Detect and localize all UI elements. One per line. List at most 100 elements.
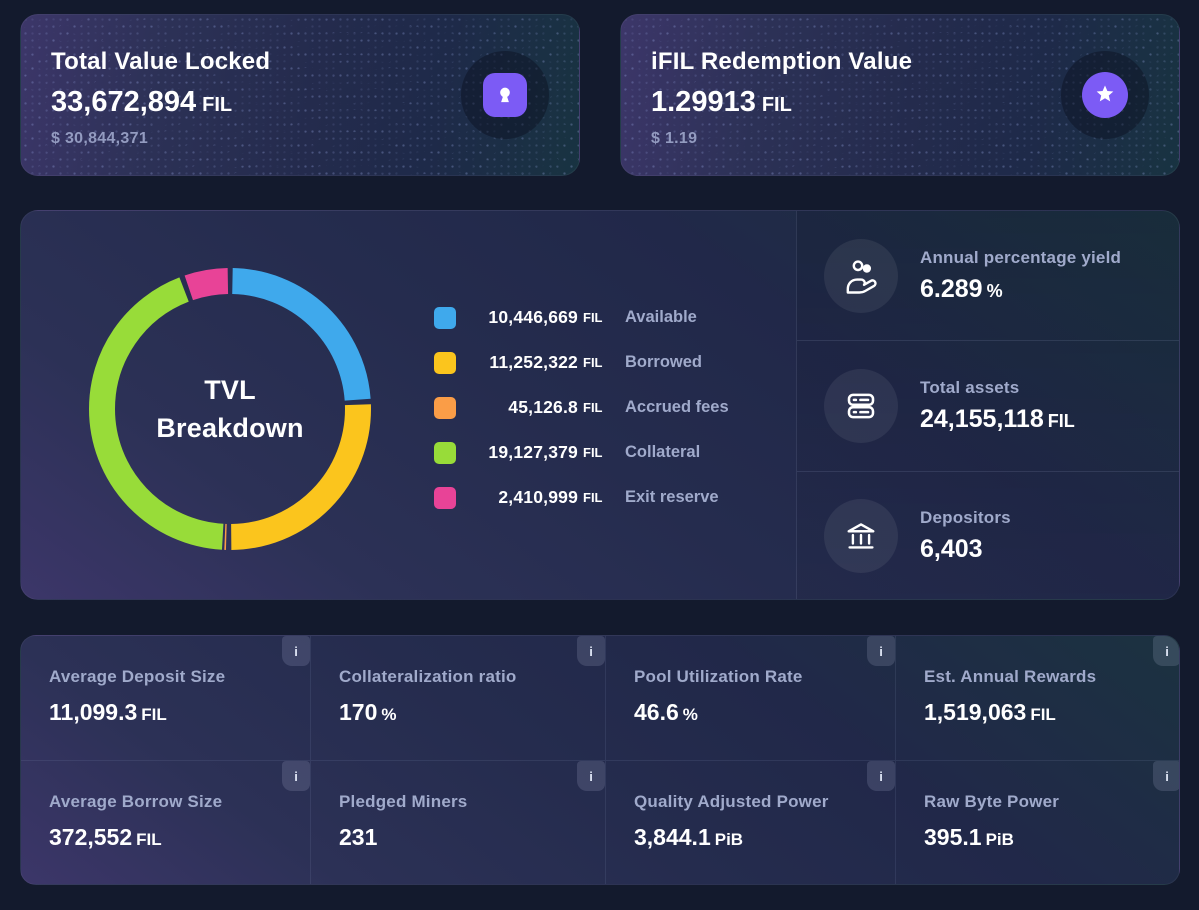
legend-unit: FIL (583, 310, 603, 325)
metric-card-collateralization-ratio: i Collateralization ratio 170% (311, 636, 606, 761)
metric-label: Est. Annual Rewards (924, 667, 1097, 686)
legend-swatch-icon (434, 351, 456, 374)
info-icon[interactable]: i (282, 636, 310, 666)
metric-card-est-annual-rewards: i Est. Annual Rewards 1,519,063 FIL (896, 636, 1179, 761)
donut-segment-borrowed[interactable] (89, 268, 371, 550)
info-icon[interactable]: i (1153, 761, 1179, 791)
stat-value: 6.289% (920, 274, 1003, 303)
info-icon[interactable]: i (577, 761, 605, 791)
tvl-card-usd: $ 30,844,371 (51, 130, 149, 147)
donut-segment-collateral[interactable] (89, 268, 371, 550)
legend-unit: FIL (583, 355, 603, 370)
metrics-grid: i Average Deposit Size 11,099.3 FIL i Collate… (20, 635, 1180, 885)
metric-unit: % (381, 705, 397, 724)
legend-item-collateral: 19,127,379 FIL Collateral (434, 430, 729, 475)
metric-label: Collateralization ratio (339, 667, 517, 686)
metric-value: 231 (339, 824, 378, 850)
metric-value: 46.6% (634, 699, 698, 725)
legend-unit: FIL (583, 490, 603, 505)
legend-label: Available (625, 308, 697, 326)
metric-label: Average Borrow Size (49, 792, 223, 811)
stat-value: 24,155,118 FIL (920, 404, 1075, 433)
ifil-redemption-card: iFIL Redemption Value 1.29913 FIL $ 1.19 (620, 14, 1180, 176)
metric-unit: FIL (141, 705, 167, 724)
metric-card-pool-utilization-rate: i Pool Utilization Rate 46.6% (606, 636, 896, 761)
legend-value: 2,410,999 (498, 487, 578, 507)
info-icon[interactable]: i (577, 636, 605, 666)
star-icon-halo (1061, 51, 1149, 139)
bank-icon (824, 499, 898, 574)
stat-depositors: Depositors 6,403 (797, 470, 1179, 599)
metric-label: Raw Byte Power (924, 792, 1060, 811)
legend-value: 10,446,669 (488, 307, 578, 327)
legend-label: Borrowed (625, 353, 703, 371)
metric-label: Quality Adjusted Power (634, 792, 829, 811)
metric-label: Average Deposit Size (49, 667, 226, 686)
legend-label: Accrued fees (625, 398, 729, 416)
legend-item-exit-reserve: 2,410,999 FIL Exit reserve (434, 475, 729, 520)
ifil-card-title: iFIL Redemption Value (651, 48, 913, 75)
stat-text: Annual percentage yield 6.289% (920, 248, 1121, 304)
metric-label: Pledged Miners (339, 792, 468, 811)
star-icon (1082, 72, 1128, 118)
info-icon[interactable]: i (867, 636, 895, 666)
stat-value: 6,403 (920, 535, 983, 564)
metric-value: 1,519,063 FIL (924, 699, 1056, 725)
stat-text: Depositors 6,403 (920, 508, 1011, 564)
legend-item-borrowed: 11,252,322 FIL Borrowed (434, 340, 729, 385)
legend-item-available: 10,446,669 FIL Available (434, 295, 729, 340)
stat-label: Annual percentage yield (920, 247, 1122, 267)
hero-cards-row: Total Value Locked 33,672,894 FIL $ 30,84… (20, 14, 1180, 176)
legend-value: 11,252,322 (489, 352, 578, 372)
tvl-card-value: 33,672,894 FIL (51, 86, 233, 118)
info-icon[interactable]: i (867, 761, 895, 791)
tvl-breakdown-donut-chart[interactable] (80, 259, 380, 559)
stat-unit: FIL (1047, 410, 1075, 431)
legend-value: 19,127,379 (488, 442, 578, 462)
metric-unit: PiB (714, 830, 744, 849)
metric-value: 3,844.1 PiB (634, 824, 744, 850)
info-icon[interactable]: i (282, 761, 310, 791)
metric-value: 372,552 FIL (49, 824, 162, 850)
ifil-card-value: 1.29913 FIL (651, 86, 792, 118)
metric-value: 11,099.3 FIL (49, 699, 167, 725)
ifil-card-usd: $ 1.19 (651, 130, 698, 147)
metric-value: 170% (339, 699, 397, 725)
stat-unit: % (986, 280, 1003, 301)
metric-unit: PiB (985, 830, 1014, 849)
stat-label: Total assets (920, 377, 1020, 397)
legend-swatch-icon (434, 396, 456, 419)
tvl-card-title: Total Value Locked (51, 48, 271, 75)
legend-item-accrued-fees: 45,126.8 FIL Accrued fees (434, 385, 729, 430)
metric-unit: FIL (1030, 705, 1056, 724)
legend-value: 45,126.8 (508, 397, 578, 417)
legend-swatch-icon (434, 441, 456, 464)
metric-card-average-borrow-size: i Average Borrow Size 372,552 FIL (21, 761, 311, 884)
total-value-locked-card: Total Value Locked 33,672,894 FIL $ 30,84… (20, 14, 580, 176)
metric-value: 395.1 PiB (924, 824, 1014, 850)
legend-unit: FIL (583, 445, 603, 460)
legend-label: Collateral (625, 443, 701, 461)
metric-label: Pool Utilization Rate (634, 667, 803, 686)
tvl-breakdown-donut: TVL Breakdown (80, 259, 380, 559)
hand-coins-icon (824, 238, 898, 313)
stat-label: Depositors (920, 508, 1011, 528)
metric-card-raw-byte-power: i Raw Byte Power 395.1 PiB (896, 761, 1179, 884)
stat-total-assets: Total assets 24,155,118 FIL (797, 340, 1179, 470)
lock-icon-halo (461, 51, 549, 139)
metric-unit: FIL (136, 830, 162, 849)
lock-keyhole-icon (483, 73, 527, 117)
legend-swatch-icon (434, 486, 456, 509)
server-stack-icon (824, 368, 898, 443)
stat-text: Total assets 24,155,118 FIL (920, 378, 1075, 434)
legend-label: Exit reserve (625, 488, 719, 506)
stat-annual-percentage-yield: Annual percentage yield 6.289% (797, 211, 1179, 340)
metric-card-average-deposit-size: i Average Deposit Size 11,099.3 FIL (21, 636, 311, 761)
legend-swatch-icon (434, 306, 456, 329)
metric-card-quality-adjusted-power: i Quality Adjusted Power 3,844.1 PiB (606, 761, 896, 884)
tvl-breakdown-card: TVL Breakdown 10,446,669 FIL Available 11,2… (20, 210, 1180, 600)
info-icon[interactable]: i (1153, 636, 1179, 666)
chart-legend: 10,446,669 FIL Available 11,252,322 FIL Borro… (434, 295, 729, 520)
metric-unit: % (682, 705, 698, 724)
